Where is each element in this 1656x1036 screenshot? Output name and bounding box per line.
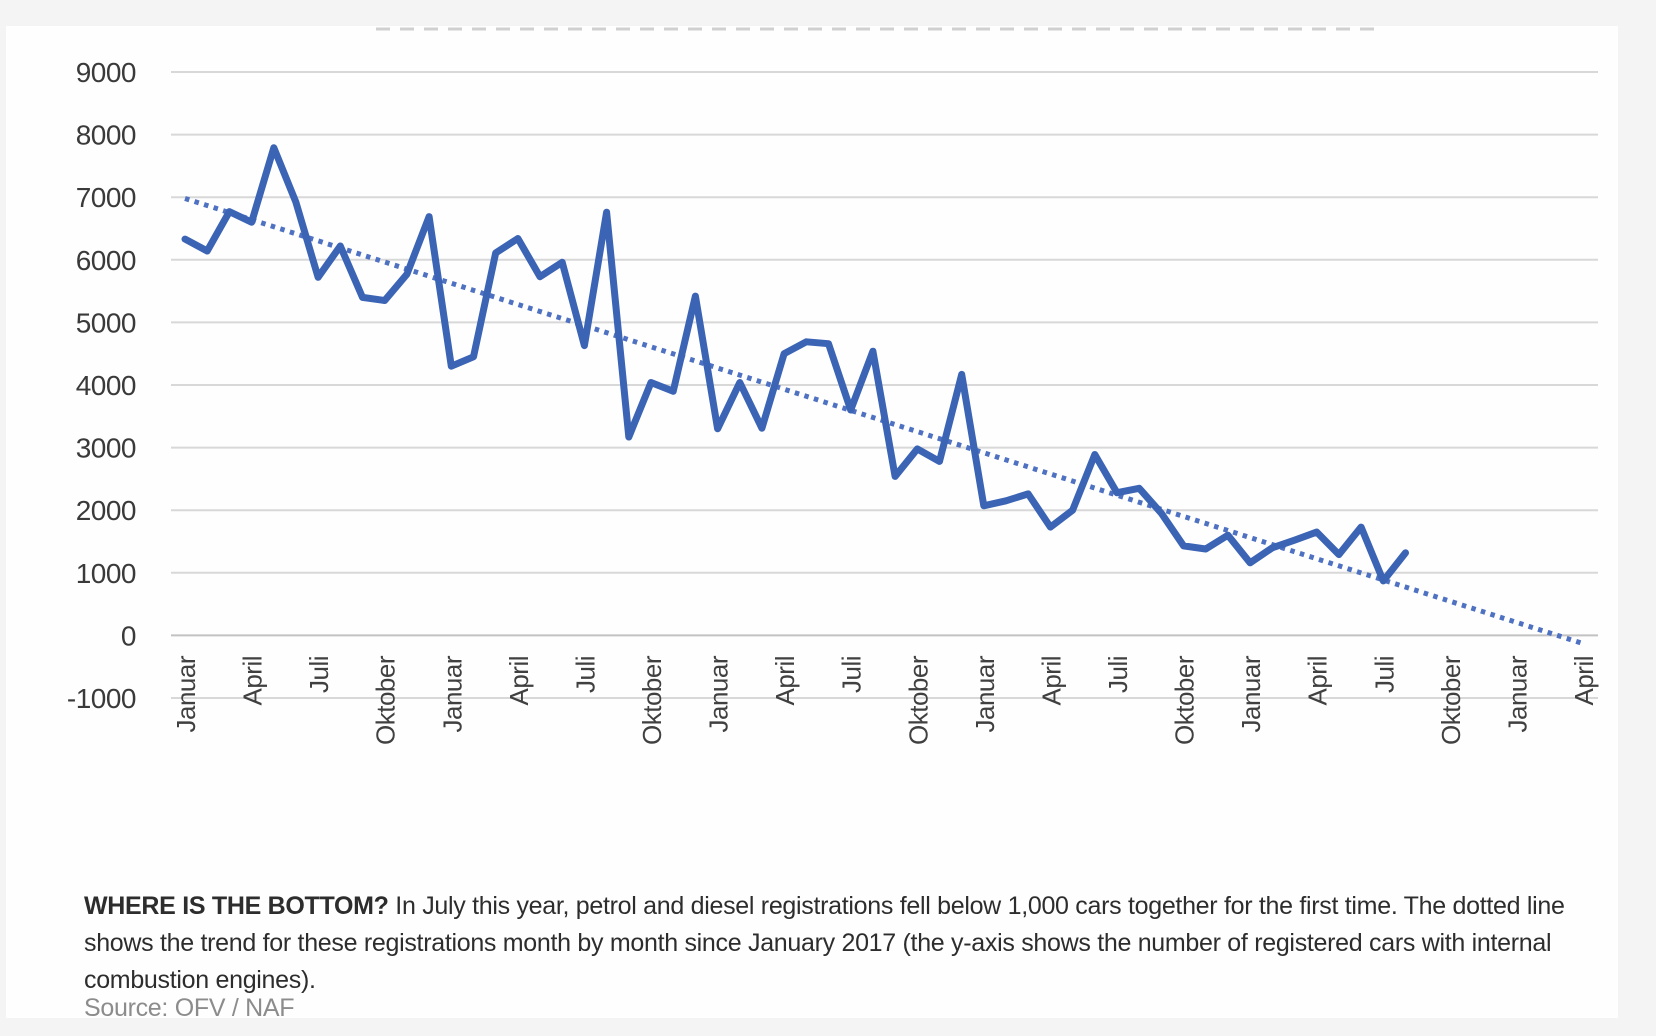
data-line (181, 144, 1409, 585)
x-tick-label: Juli (1369, 656, 1399, 693)
x-tick-label: Januar (171, 655, 201, 732)
y-tick-label: 6000 (76, 245, 136, 276)
y-tick-label: 3000 (76, 433, 136, 464)
x-tick-label: Juli (304, 656, 334, 693)
x-tick-label: April (1569, 656, 1599, 706)
x-tick-label: Januar (437, 655, 467, 732)
x-tick-label: Juli (837, 656, 867, 693)
y-tick-label: 1000 (76, 558, 136, 589)
content-card: 9000 8000 7000 6000 5000 4000 3000 2000 1000 0 -10… (6, 26, 1618, 1022)
chart-svg: 9000 8000 7000 6000 5000 4000 3000 2000 1000 0 -10… (67, 27, 1599, 745)
x-tick-label: Januar (1236, 655, 1266, 732)
x-tick-label: Oktober (1170, 655, 1200, 745)
x-tick-label: April (770, 656, 800, 706)
x-tick-label: Oktober (637, 655, 667, 745)
y-tick-label: 9000 (76, 57, 136, 88)
y-tick-label: 8000 (76, 120, 136, 151)
y-tick-label: 5000 (76, 307, 136, 338)
x-tick-label: Oktober (903, 655, 933, 745)
x-tick-label: Januar (1502, 655, 1532, 732)
x-tick-label: April (1036, 656, 1066, 706)
x-tick-label: Januar (704, 655, 734, 732)
y-tick-label: 7000 (76, 182, 136, 213)
x-tick-label: Oktober (1436, 655, 1466, 745)
x-tick-label: April (238, 656, 268, 706)
y-tick-label: -1000 (67, 683, 136, 714)
caption-text: In July this year, petrol and diesel reg… (84, 892, 1565, 994)
source-text: Source: OFV / NAF (84, 994, 295, 1022)
x-tick-label: April (504, 656, 534, 706)
x-tick-label: Januar (970, 655, 1000, 732)
y-tick-label: 4000 (76, 370, 136, 401)
x-tick-label: Oktober (371, 655, 401, 745)
caption-lead: WHERE IS THE BOTTOM? (84, 892, 389, 920)
y-tick-label: 0 (121, 620, 136, 651)
x-tick-label: Juli (1103, 656, 1133, 693)
x-tick-label: Juli (570, 656, 600, 693)
x-tick-label: April (1303, 656, 1333, 706)
chart-caption: WHERE IS THE BOTTOM? In July this year, … (84, 888, 1612, 999)
y-tick-label: 2000 (76, 495, 136, 526)
